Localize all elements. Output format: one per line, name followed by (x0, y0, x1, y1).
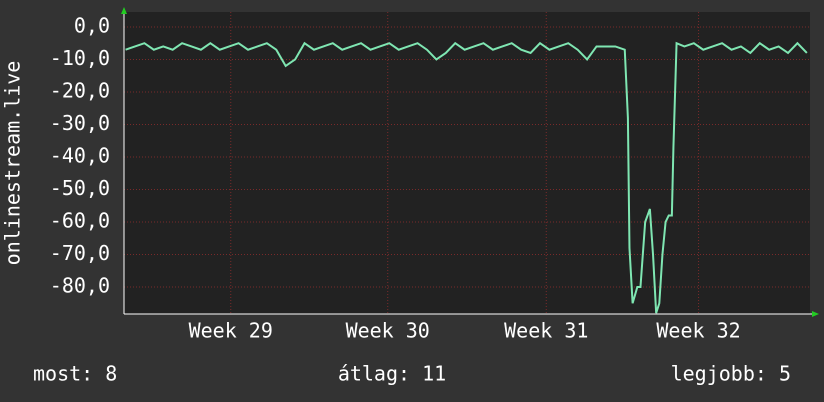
y-tick-label: -50,0 (50, 176, 110, 200)
y-axis-title: onlinestream.live (1, 61, 25, 266)
y-tick-label: -80,0 (50, 274, 110, 298)
axis-arrow (812, 311, 819, 317)
plot-area (124, 12, 810, 314)
y-tick-label: -20,0 (50, 78, 110, 102)
data-line (125, 41, 808, 314)
y-tick-label: 0,0 (74, 13, 110, 37)
y-tick-label: -40,0 (50, 143, 110, 167)
y-tick-label: -60,0 (50, 209, 110, 233)
x-tick-label: Week 32 (656, 319, 740, 343)
y-tick-label: -10,0 (50, 46, 110, 70)
stat-average: átlag: 11 (338, 362, 446, 386)
x-tick-label: Week 30 (346, 319, 430, 343)
stat-best: legjobb: 5 (671, 362, 791, 386)
stat-current: most: 8 (33, 362, 117, 386)
y-tick-label: -30,0 (50, 111, 110, 135)
x-tick-label: Week 29 (189, 319, 273, 343)
axis-arrow (121, 7, 127, 14)
y-tick-label: -70,0 (50, 241, 110, 265)
plot-layer (124, 12, 810, 314)
x-tick-label: Week 31 (504, 319, 588, 343)
